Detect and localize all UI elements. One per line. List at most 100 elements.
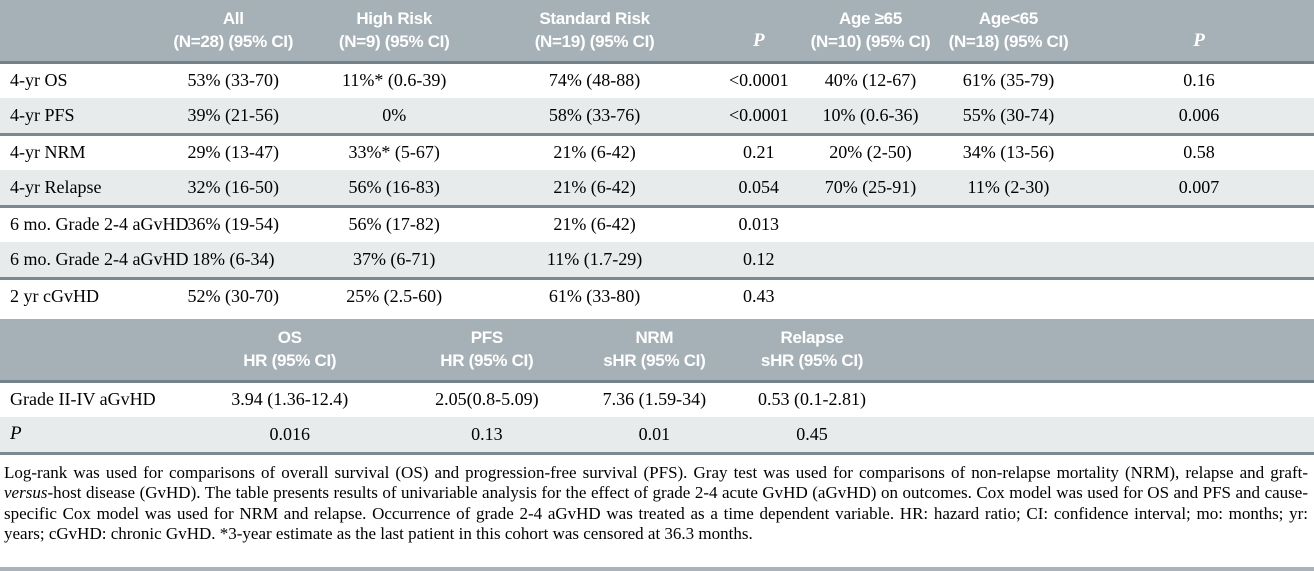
cell-p-value: <0.0001 [709, 98, 809, 136]
col-header-age-ge65: Age ≥65 (N=10) (95% CI) [808, 0, 933, 64]
cell: 61% (33-80) [548, 286, 641, 307]
cell: 25% (2.5-60) [346, 286, 443, 307]
cell: 33%* (5-67) [348, 142, 440, 163]
cell: 36% (19-54) [187, 214, 279, 235]
col-header-relapse-shr: Relapse sHR (95% CI) [734, 319, 890, 383]
col-header-line: OS [277, 328, 302, 348]
col-header-pfs-hr: PFS HR (95% CI) [399, 319, 575, 383]
cell [890, 381, 1314, 417]
row-label: 4-yr PFS [0, 98, 158, 136]
cell-p-value [1084, 242, 1314, 280]
cell: 21% (6-42) [479, 170, 710, 208]
cell [808, 278, 933, 314]
row-label: 4-yr OS [10, 70, 68, 91]
cell-p-value: <0.0001 [728, 70, 789, 91]
col-header-line: P [753, 29, 765, 51]
col-header-line: High Risk [356, 9, 433, 29]
cell-p-value: 0.58 [1183, 142, 1215, 163]
row-label: 6 mo. Grade 2-4 aGvHD [10, 214, 189, 235]
cell: 29% (13-47) [187, 142, 279, 163]
header-row-2: OS HR (95% CI) PFS HR (95% CI) NRM sHR (… [0, 319, 1314, 383]
col-header-os-hr: OS HR (95% CI) [180, 319, 400, 383]
cell: 58% (33-76) [479, 98, 710, 136]
cell-p-value: 0.43 [743, 286, 775, 307]
table-row-p-values: P 0.016 0.13 0.01 0.45 [0, 417, 1314, 455]
table-row-2yr-cgvhd: 2 yr cGvHD 52% (30-70) 25% (2.5-60) 61% … [0, 278, 1314, 314]
cell-p-value: 0.007 [1084, 170, 1314, 208]
cell-p-value [1084, 206, 1314, 242]
row-label: 6 mo. Grade 2-4 aGvHD [0, 242, 188, 280]
table-row-4yr-os: 4-yr OS 53% (33-70) 11%* (0.6-39) 74% (4… [0, 62, 1314, 98]
cell: 70% (25-91) [808, 170, 933, 208]
cell: 56% (16-83) [308, 170, 480, 208]
col-header-line: Standard Risk [539, 9, 650, 29]
footnote-part2: -host disease (GvHD). The table presents… [4, 483, 1308, 543]
col-header-high-risk: High Risk (N=9) (95% CI) [308, 0, 480, 64]
table-row-4yr-relapse: 4-yr Relapse 32% (16-50) 56% (16-83) 21%… [0, 170, 1314, 208]
col-header-line: (N=10) (95% CI) [810, 32, 931, 52]
cell [933, 278, 1084, 314]
header-row-1: All (N=28) (95% CI) High Risk (N=9) (95%… [0, 0, 1314, 64]
cell: 39% (21-56) [157, 98, 309, 136]
cell-p-value: 0.006 [1084, 98, 1314, 136]
cell-p-value: 0.21 [743, 142, 775, 163]
row-label: 4-yr NRM [10, 142, 86, 163]
row-label: P [0, 417, 181, 455]
col-header-line: (N=19) (95% CI) [534, 32, 655, 52]
cell: 53% (33-70) [187, 70, 279, 91]
col-header-standard-risk: Standard Risk (N=19) (95% CI) [479, 0, 710, 64]
row-label: Grade II-IV aGvHD [10, 389, 156, 410]
row-label: 2 yr cGvHD [10, 286, 99, 307]
cell: 20% (2-50) [829, 142, 912, 163]
col-header-line: Relapse [780, 328, 844, 348]
row-label: 4-yr Relapse [0, 170, 158, 208]
col-header-line: All [222, 9, 244, 29]
cell [808, 242, 933, 280]
cell: 34% (13-56) [962, 142, 1055, 163]
cell: 52% (30-70) [187, 286, 279, 307]
cell: 11%* (0.6-39) [342, 70, 447, 91]
cell: 56% (17-82) [348, 214, 440, 235]
cell: 37% (6-71) [308, 242, 480, 280]
cell: 18% (6-34) [157, 242, 309, 280]
cell: 21% (6-42) [553, 214, 636, 235]
col-header-p-value: P [709, 0, 809, 64]
cell-p-value: 0.01 [574, 417, 735, 455]
cell: 0.53 (0.1-2.81) [758, 389, 867, 410]
col-header-line: PFS [470, 328, 503, 348]
col-header-empty [0, 0, 158, 64]
cell: 55% (30-74) [932, 98, 1085, 136]
bottom-rule-divider [0, 567, 1314, 571]
cell: 74% (48-88) [548, 70, 641, 91]
col-header-line: sHR (95% CI) [603, 351, 706, 371]
cell: 61% (35-79) [962, 70, 1055, 91]
cell [889, 417, 1314, 455]
col-header-line: NRM [635, 328, 674, 348]
cell: 0% [308, 98, 480, 136]
hazard-ratio-table: OS HR (95% CI) PFS HR (95% CI) NRM sHR (… [0, 319, 1314, 455]
table-row-6mo-agvhd-1: 6 mo. Grade 2-4 aGvHD 36% (19-54) 56% (1… [0, 206, 1314, 242]
col-header-line: HR (95% CI) [243, 351, 337, 371]
col-header-empty [0, 319, 181, 383]
col-header-line: sHR (95% CI) [760, 351, 864, 371]
cell-p-value: 0.12 [709, 242, 809, 280]
col-header-line: (N=18) (95% CI) [948, 32, 1069, 52]
cell-p-value: 0.16 [1183, 70, 1215, 91]
cell [933, 206, 1084, 242]
col-header-line: (N=9) (95% CI) [338, 32, 450, 52]
cell-p-value: 0.016 [180, 417, 400, 455]
cell [932, 242, 1085, 280]
cell: 40% (12-67) [824, 70, 917, 91]
cell: 11% (2-30) [932, 170, 1085, 208]
footnote-italic-word: versus [4, 483, 48, 502]
col-header-p-value: P [1084, 0, 1314, 64]
cell: 7.36 (1.59-34) [602, 389, 707, 410]
col-header-age-lt65: Age<65 (N=18) (95% CI) [932, 0, 1085, 64]
col-header-line: P [1193, 29, 1205, 51]
col-header-empty [889, 319, 1314, 383]
outcomes-by-risk-table: All (N=28) (95% CI) High Risk (N=9) (95%… [0, 0, 1314, 314]
table-row-4yr-pfs: 4-yr PFS 39% (21-56) 0% 58% (33-76) <0.0… [0, 98, 1314, 136]
cell: 11% (1.7-29) [479, 242, 710, 280]
cell [808, 206, 933, 242]
